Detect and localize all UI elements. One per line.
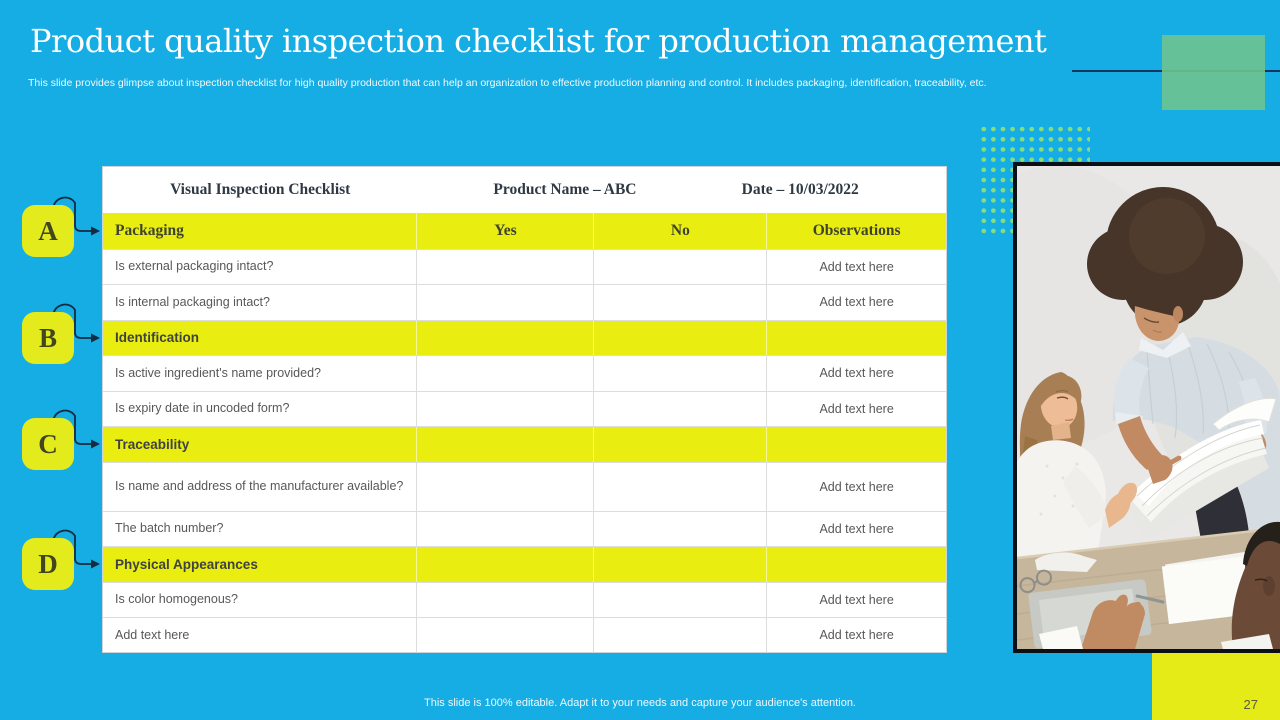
- yes-cell[interactable]: [417, 618, 595, 653]
- yes-cell[interactable]: [417, 462, 595, 511]
- observation-placeholder[interactable]: Add text here: [819, 295, 894, 310]
- table-header-row: Visual Inspection Checklist Product Name…: [103, 167, 946, 213]
- yes-cell[interactable]: [417, 582, 595, 617]
- table-row: Is name and address of the manufacturer …: [103, 461, 946, 511]
- yes-cell[interactable]: [417, 511, 595, 546]
- empty-cell: [417, 320, 595, 355]
- decor-yellow-rectangle: 27: [1152, 653, 1280, 720]
- no-cell[interactable]: [594, 511, 768, 546]
- observation-placeholder[interactable]: Add text here: [819, 259, 894, 274]
- decor-green-rectangle: [1162, 35, 1265, 110]
- no-cell[interactable]: [594, 285, 768, 320]
- no-cell[interactable]: [594, 462, 768, 511]
- curved-arrow-icon: [53, 303, 100, 343]
- team-discussion-photo: [1013, 162, 1280, 653]
- section-row-packaging: Packaging Yes No Observations: [103, 213, 946, 249]
- header-checklist: Visual Inspection Checklist: [170, 181, 351, 198]
- slide-subtitle: This slide provides glimpse about inspec…: [28, 77, 987, 89]
- no-cell[interactable]: [594, 618, 768, 653]
- question-cell: Is active ingredient's name provided?: [103, 356, 418, 391]
- yes-column-header: Yes: [417, 213, 595, 249]
- section-row-physical-appearances: Physical Appearances: [103, 546, 946, 582]
- empty-cell: [417, 547, 595, 582]
- yes-cell[interactable]: [417, 356, 595, 391]
- marker-d: D: [22, 538, 74, 590]
- observation-placeholder[interactable]: Add text here: [819, 366, 894, 381]
- question-cell: Is expiry date in uncoded form?: [103, 391, 418, 426]
- question-cell: Is name and address of the manufacturer …: [103, 462, 418, 511]
- empty-cell: [594, 427, 768, 462]
- question-placeholder[interactable]: Add text here: [103, 618, 418, 653]
- empty-cell: [767, 427, 946, 462]
- empty-cell: [594, 547, 768, 582]
- footer-note: This slide is 100% editable. Adapt it to…: [424, 697, 856, 709]
- curved-arrow-icon: [53, 409, 100, 449]
- section-label: Traceability: [103, 427, 418, 462]
- table-row: Is internal packaging intact? Add text h…: [103, 284, 946, 320]
- marker-c: C: [22, 418, 74, 470]
- question-cell: Is internal packaging intact?: [103, 285, 418, 320]
- observation-placeholder[interactable]: Add text here: [819, 401, 894, 416]
- marker-d-label: D: [38, 548, 58, 579]
- header-product-name: Product Name – ABC: [493, 181, 637, 198]
- marker-c-label: C: [38, 428, 58, 459]
- yes-cell[interactable]: [417, 249, 595, 284]
- marker-b-label: B: [38, 322, 57, 353]
- no-cell[interactable]: [594, 356, 768, 391]
- observation-placeholder[interactable]: Add text here: [819, 521, 894, 536]
- empty-cell: [417, 427, 595, 462]
- no-column-header: No: [594, 213, 768, 249]
- empty-cell: [767, 547, 946, 582]
- empty-cell: [594, 320, 768, 355]
- table-row: Is external packaging intact? Add text h…: [103, 248, 946, 284]
- page-title: Product quality inspection checklist for…: [30, 22, 1047, 60]
- empty-cell: [767, 321, 946, 356]
- observation-placeholder[interactable]: Add text here: [819, 592, 894, 607]
- section-label: Packaging: [103, 213, 418, 249]
- curved-arrow-icon: [53, 529, 100, 569]
- observation-placeholder[interactable]: Add text here: [819, 479, 894, 494]
- table-row: Is active ingredient's name provided? Ad…: [103, 355, 946, 391]
- photo-illustration: [1017, 166, 1280, 649]
- table-row: Is expiry date in uncoded form? Add text…: [103, 390, 946, 426]
- header-date: Date – 10/03/2022: [741, 181, 859, 198]
- section-label: Identification: [103, 320, 418, 355]
- table-row: Add text here Add text here: [103, 617, 946, 653]
- observations-column-header: Observations: [812, 221, 901, 239]
- table-row: Is color homogenous? Add text here: [103, 581, 946, 617]
- curved-arrow-icon: [53, 196, 100, 236]
- marker-a: A: [22, 205, 74, 257]
- page-number: 27: [1243, 697, 1258, 712]
- question-cell: Is color homogenous?: [103, 582, 418, 617]
- yes-cell[interactable]: [417, 391, 595, 426]
- question-cell: Is external packaging intact?: [103, 249, 418, 284]
- no-cell[interactable]: [594, 391, 768, 426]
- question-cell: The batch number?: [103, 511, 418, 546]
- section-row-traceability: Traceability: [103, 426, 946, 462]
- no-cell[interactable]: [594, 249, 768, 284]
- marker-b: B: [22, 312, 74, 364]
- section-label: Physical Appearances: [103, 547, 418, 582]
- table-row: The batch number? Add text here: [103, 510, 946, 546]
- yes-cell[interactable]: [417, 285, 595, 320]
- marker-a-label: A: [38, 215, 58, 246]
- no-cell[interactable]: [594, 582, 768, 617]
- section-row-identification: Identification: [103, 319, 946, 356]
- inspection-table: Visual Inspection Checklist Product Name…: [102, 166, 947, 653]
- observation-placeholder[interactable]: Add text here: [819, 628, 894, 643]
